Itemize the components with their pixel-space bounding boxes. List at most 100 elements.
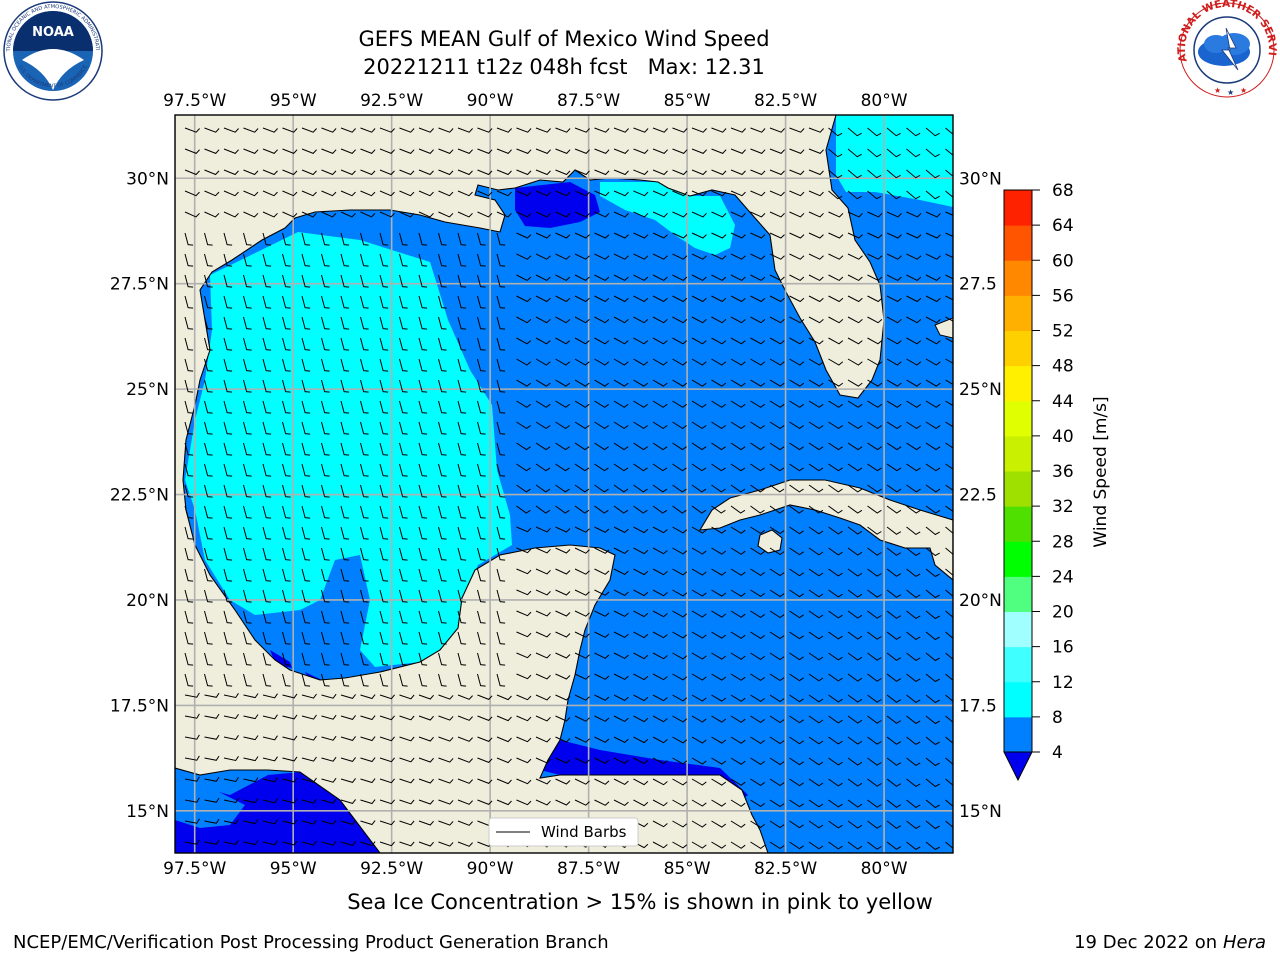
wind-barb: [808, 295, 824, 303]
wind-barb: [555, 673, 571, 680]
wind-barb: [204, 692, 220, 698]
wind-barb: [633, 715, 649, 723]
wind-barb: [574, 652, 590, 659]
wind-barb: [301, 547, 311, 561]
wind-barb: [945, 484, 953, 491]
wind-barb: [711, 799, 727, 807]
wind-barb: [438, 589, 447, 603]
wind-barb: [360, 274, 369, 288]
wind-barb: [730, 253, 746, 260]
wind-barb: [750, 505, 765, 514]
wind-barb: [574, 169, 590, 176]
wind-barb: [867, 190, 882, 200]
wind-barb: [672, 358, 688, 366]
wind-barb: [691, 757, 707, 765]
wind-barb: [750, 232, 766, 239]
wind-barb: [886, 274, 902, 282]
wind-barb: [691, 190, 707, 197]
wind-barb: [418, 673, 428, 687]
wind-barb: [340, 526, 350, 540]
colorbar-segment: [1004, 400, 1032, 437]
wind-barb: [535, 421, 551, 430]
wind-barb: [457, 127, 473, 133]
wind-barb: [555, 358, 571, 366]
wind-barb: [633, 232, 649, 239]
wind-barb: [652, 400, 668, 408]
wind-barb: [574, 274, 590, 282]
wind-barb: [535, 778, 551, 785]
wind-barb: [184, 127, 200, 133]
wind-barb: [828, 148, 843, 158]
colorbar-segment: [1004, 471, 1032, 507]
wind-barb: [750, 127, 766, 133]
wind-barb: [516, 778, 532, 785]
wind-barb: [828, 631, 843, 640]
wind-barb: [691, 673, 707, 681]
wind-barb: [555, 337, 571, 345]
wind-barb: [516, 442, 531, 451]
wind-barb: [769, 631, 785, 640]
wind-barb: [535, 169, 551, 176]
wind-barb: [340, 694, 356, 699]
wind-barb: [360, 484, 369, 498]
colorbar-segment: [1004, 506, 1032, 542]
wind-barb: [535, 484, 551, 493]
wind-barb: [808, 841, 824, 850]
wind-barb: [730, 379, 746, 387]
wind-barb: [711, 190, 727, 197]
wind-barb: [535, 736, 551, 743]
wind-barb: [457, 652, 467, 666]
lat-label-right: 15°N: [959, 802, 1002, 822]
lon-label-bottom: 85°W: [664, 859, 711, 879]
wind-barb: [321, 526, 330, 540]
wind-barb: [594, 547, 610, 554]
wind-barb: [750, 841, 765, 850]
wind-barb: [262, 274, 272, 288]
wind-barb: [808, 211, 824, 218]
wind-barb: [282, 505, 291, 519]
wind-barb: [340, 841, 356, 846]
wind-barb: [945, 295, 953, 301]
wind-barb: [867, 337, 883, 345]
wind-barb: [204, 337, 213, 351]
lon-label-bottom: 97.5°W: [163, 859, 226, 879]
wind-barb: [243, 777, 259, 783]
wind-barb: [867, 148, 882, 158]
wind-barb: [282, 631, 291, 645]
colorbar-tick-label: 56: [1052, 286, 1074, 306]
wind-barb: [711, 127, 727, 133]
wind-barb: [321, 631, 330, 645]
wind-barb: [360, 421, 369, 435]
wind-barb: [789, 631, 804, 640]
wind-barb: [340, 442, 350, 456]
wind-barb: [243, 526, 252, 540]
wind-barb: [886, 778, 902, 787]
wind-barb: [672, 841, 688, 849]
wind-barb: [808, 190, 824, 197]
wind-barb: [750, 253, 766, 260]
wind-barb: [691, 253, 707, 260]
wind-barb: [262, 547, 272, 561]
wind-barb: [243, 610, 252, 624]
wind-barb: [360, 694, 376, 700]
wind-barb: [613, 610, 629, 617]
wind-barb: [925, 211, 941, 218]
wind-barb: [730, 442, 746, 451]
wind-barb: [574, 715, 590, 722]
wind-barb: [184, 400, 194, 414]
wind-barb: [321, 819, 337, 825]
wind-barb: [301, 505, 311, 519]
wind-barb: [886, 841, 902, 850]
wind-barb: [223, 840, 239, 846]
wind-barb: [516, 715, 532, 722]
wind-barb: [711, 169, 727, 176]
wind-barb: [399, 421, 408, 435]
wind-barb: [769, 547, 785, 556]
wind-barb: [672, 127, 688, 133]
wind-barb: [379, 190, 395, 197]
wind-barb: [301, 819, 317, 825]
wind-barb: [867, 484, 882, 493]
wind-barb: [184, 673, 194, 687]
wind-barb: [418, 190, 434, 197]
wind-barb: [477, 274, 486, 288]
